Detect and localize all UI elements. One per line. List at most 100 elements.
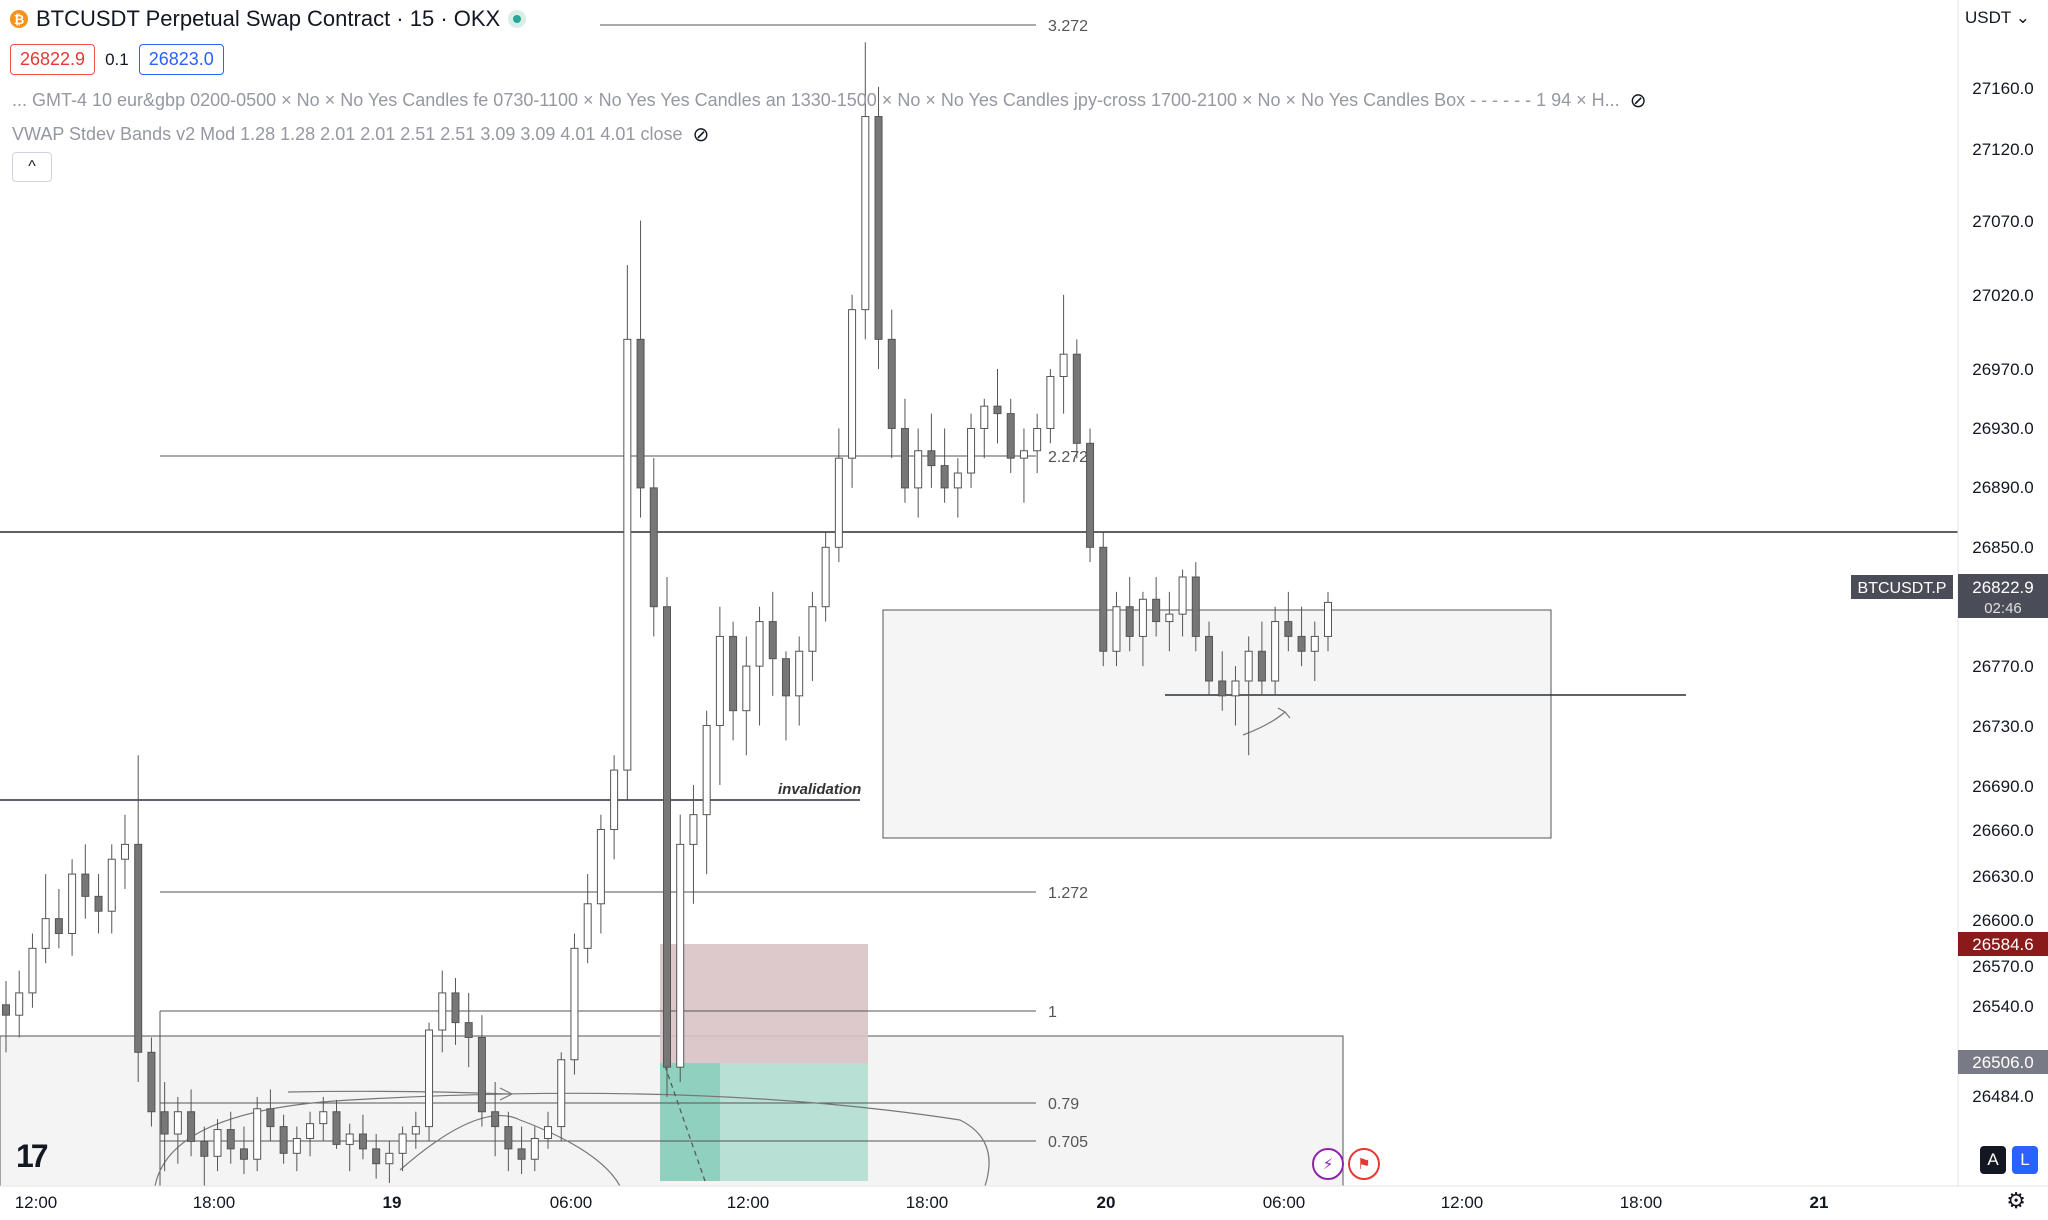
candle-body (953, 472, 962, 489)
candle (1086, 428, 1095, 563)
candle-body (544, 1126, 553, 1139)
time-axis[interactable]: 12:00 18:00 19 06:00 12:00 18:00 20 06:00 12:00 1… (15, 1193, 1829, 1212)
candle-body (438, 992, 447, 1031)
candle-body (570, 947, 579, 1061)
auto-scale-button[interactable]: A (1980, 1146, 2006, 1174)
current-price-tag-bg (1958, 574, 2048, 618)
candle (358, 1114, 367, 1160)
price-tick-label: 26630.0 (1972, 867, 2033, 886)
price-axis[interactable]: 27160.0 27120.0 27070.0 27020.0 26970.0 26930… (1972, 79, 2033, 1106)
candle-body (967, 427, 976, 474)
candle (1152, 577, 1161, 637)
candle-body (107, 858, 116, 912)
hidden-eye-icon[interactable]: ⊘ (692, 124, 710, 146)
candle-body (834, 457, 843, 548)
candle-body (980, 405, 989, 429)
candle (1324, 591, 1332, 652)
candle (279, 1114, 288, 1164)
candle-body (583, 903, 592, 949)
candle (504, 1111, 513, 1172)
fib-label-079: 0.79 (1048, 1096, 1079, 1113)
candle-body (226, 1129, 235, 1150)
price-tick-label: 26970.0 (1972, 360, 2033, 379)
candle-body (821, 546, 830, 608)
candle (1112, 591, 1121, 667)
candle-body (477, 1036, 486, 1113)
indicator-sessions[interactable]: ... GMT-4 10 eur&gbp 0200-0500 × No × No… (12, 88, 1646, 113)
spread-value: 0.1 (105, 49, 129, 69)
lightning-icon[interactable]: ⚡ (1312, 1148, 1344, 1180)
candle-body (848, 309, 857, 459)
candle-body (28, 947, 37, 994)
candle (2, 981, 10, 1053)
candle (68, 859, 77, 956)
candle (226, 1111, 235, 1164)
candle (107, 844, 116, 934)
candle-body (702, 725, 711, 816)
us-flag-icon[interactable]: ⚑ (1348, 1148, 1380, 1180)
candle (900, 398, 909, 503)
price-tick-label: 26484.0 (1972, 1087, 2033, 1106)
buy-price-button[interactable]: 26823.0 (138, 44, 224, 75)
tradingview-logo-icon[interactable]: 17 (16, 1138, 49, 1174)
price-tick-label: 26690.0 (1972, 777, 2033, 796)
symbol-header[interactable]: ₿ BTCUSDT Perpetual Swap Contract · 15 ·… (10, 6, 527, 32)
fib-label-2272: 2.272 (1048, 449, 1088, 466)
candle-body (306, 1123, 315, 1139)
candle (438, 970, 447, 1053)
candle-body (1033, 427, 1042, 452)
candle (147, 1037, 156, 1127)
candle (1257, 621, 1266, 696)
candle (1297, 606, 1306, 667)
candle (676, 814, 685, 1083)
time-tick-label: 18:00 (1620, 1193, 1663, 1212)
candle-body (808, 606, 817, 652)
candle (702, 710, 711, 875)
candle-body (1112, 606, 1121, 652)
chart-settings-icon[interactable]: ⚙ (2006, 1188, 2026, 1213)
candle (742, 636, 751, 756)
candle-body (795, 650, 804, 697)
candle (94, 874, 103, 934)
log-scale-button[interactable]: L (2012, 1146, 2038, 1174)
price-tick-label: 26890.0 (1972, 478, 2033, 497)
candle (464, 992, 473, 1068)
candle-body (530, 1137, 539, 1160)
candle (610, 755, 619, 860)
candle-body (729, 635, 738, 712)
hidden-eye-icon[interactable]: ⊘ (1629, 90, 1647, 112)
candle (1125, 577, 1134, 652)
time-tick-label: 12:00 (727, 1193, 770, 1212)
candle (319, 1096, 328, 1142)
sell-price-button[interactable]: 26822.9 (10, 44, 96, 75)
candle-body (636, 338, 645, 489)
candle (1205, 621, 1214, 696)
candle-body (993, 405, 1002, 415)
candle (213, 1119, 222, 1172)
candle (41, 874, 50, 964)
candle (385, 1141, 394, 1184)
candle (1244, 636, 1253, 756)
collapse-indicators-button[interactable]: ^ (12, 152, 52, 182)
grey-price-tag-bg (1958, 1050, 2048, 1074)
candle-body (623, 338, 632, 771)
candle-body (874, 116, 883, 340)
candle-body (358, 1133, 367, 1150)
time-tick-label: 06:00 (550, 1193, 593, 1212)
indicator-vwap[interactable]: VWAP Stdev Bands v2 Mod 1.28 1.28 2.01 2… (12, 122, 709, 147)
bitcoin-logo-icon: ₿ (10, 10, 28, 28)
candle-body (1284, 621, 1293, 637)
price-tick-label: 27120.0 (1972, 140, 2033, 159)
candle-body (345, 1133, 354, 1145)
candle (649, 458, 658, 637)
candle (689, 784, 698, 904)
candle (28, 933, 37, 1008)
candle-body (41, 918, 50, 949)
candle (160, 1082, 169, 1172)
candle (1191, 562, 1200, 652)
candle (861, 42, 870, 340)
currency-select[interactable]: USDT ⌄ (1965, 8, 2030, 28)
symbol-title[interactable]: BTCUSDT Perpetual Swap Contract · 15 · O… (36, 6, 501, 31)
candle-body (68, 873, 77, 934)
